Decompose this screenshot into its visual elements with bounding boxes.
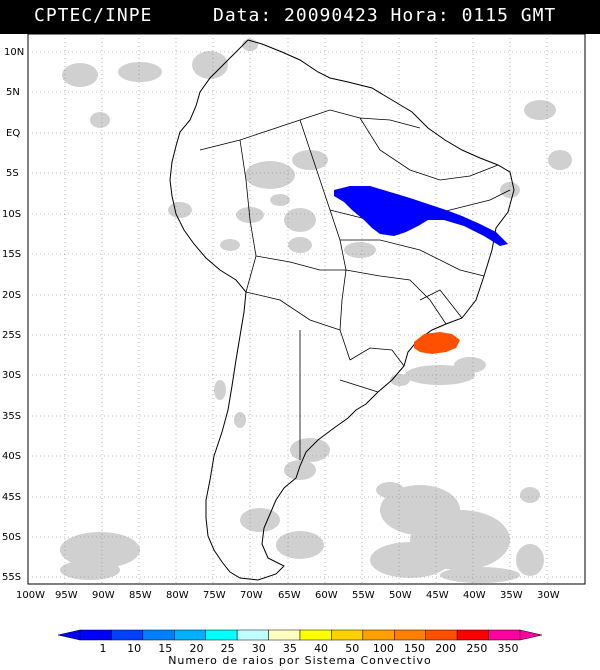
legend-value-label: 1 xyxy=(100,642,107,655)
legend-value-label: 250 xyxy=(466,642,487,655)
legend-swatch xyxy=(488,629,521,641)
legend-arrow-right xyxy=(519,629,543,641)
lon-label: 85W xyxy=(129,590,152,601)
country-borders xyxy=(199,109,511,460)
lon-label: 60W xyxy=(315,590,338,601)
legend-value-label: 30 xyxy=(252,642,266,655)
lon-label: 50W xyxy=(389,590,412,601)
legend-swatch xyxy=(79,629,112,641)
lat-label: 45S xyxy=(2,492,21,503)
legend-colorbar xyxy=(57,629,543,641)
legend-swatch xyxy=(174,629,206,641)
lon-label: 90W xyxy=(92,590,115,601)
legend-swatch xyxy=(331,629,364,641)
legend-value-labels: 1 10 15 20 25 30 35 40 50 100 150 200 250 350 xyxy=(100,642,519,655)
legend-swatch xyxy=(236,629,269,641)
continent-outline xyxy=(169,39,515,581)
source-label: CPTEC/INPE xyxy=(34,5,153,26)
map-frame xyxy=(27,33,586,585)
legend-swatch xyxy=(394,629,426,641)
legend-swatch xyxy=(425,629,458,641)
lon-label: 80W xyxy=(166,590,189,601)
legend-value-label: 100 xyxy=(373,642,394,655)
latitude-labels: 10N 5N EQ 5S 10S 15S 20S 25S 30S 35S 40S… xyxy=(2,47,24,583)
legend-value-label: 50 xyxy=(345,642,359,655)
legend-swatch xyxy=(456,629,489,641)
lon-label: 30W xyxy=(537,590,560,601)
legend-swatch xyxy=(111,629,144,641)
legend-swatch xyxy=(142,629,175,641)
lat-label: 10N xyxy=(4,47,24,58)
lon-label: 40W xyxy=(463,590,486,601)
legend-swatch xyxy=(362,629,395,641)
lat-label: 25S xyxy=(2,330,21,341)
lat-label: 55S xyxy=(2,572,21,583)
legend-arrow-left xyxy=(57,629,81,641)
lat-label: 30S xyxy=(2,370,21,381)
lat-label: 10S xyxy=(2,209,21,220)
lat-label: EQ xyxy=(6,128,20,139)
legend-value-label: 20 xyxy=(189,642,203,655)
datetime-label: Data: 20090423 Hora: 0115 GMT xyxy=(213,5,557,26)
lon-label: 65W xyxy=(278,590,301,601)
graticule xyxy=(28,34,585,584)
longitude-labels: 100W 95W 90W 85W 80W 75W 70W 65W 60W 55W… xyxy=(16,590,560,601)
legend-swatch xyxy=(299,629,332,641)
lon-label: 45W xyxy=(426,590,449,601)
lightning-system-blue xyxy=(334,186,508,246)
lon-label: 95W xyxy=(55,590,78,601)
legend-value-label: 350 xyxy=(498,642,519,655)
legend-value-label: 40 xyxy=(314,642,328,655)
lat-label: 40S xyxy=(2,451,21,462)
lon-label: 75W xyxy=(203,590,226,601)
lon-label: 100W xyxy=(16,590,45,601)
legend-value-label: 15 xyxy=(158,642,172,655)
legend-value-label: 150 xyxy=(404,642,425,655)
legend-title: Numero de raios por Sistema Convectivo xyxy=(168,654,432,667)
lat-label: 50S xyxy=(2,532,21,543)
lon-label: 70W xyxy=(240,590,263,601)
lon-label: 55W xyxy=(352,590,375,601)
legend-swatch xyxy=(205,629,238,641)
legend-value-label: 10 xyxy=(127,642,141,655)
legend-value-label: 25 xyxy=(221,642,235,655)
lightning-system-orange xyxy=(414,332,460,354)
lat-label: 5S xyxy=(6,168,19,179)
lat-label: 5N xyxy=(6,87,20,98)
legend-swatch xyxy=(268,629,301,641)
header-bar: CPTEC/INPE Data: 20090423 Hora: 0115 GMT xyxy=(0,0,600,34)
legend-value-label: 200 xyxy=(435,642,456,655)
lon-label: 35W xyxy=(500,590,523,601)
lat-label: 35S xyxy=(2,411,21,422)
lat-label: 15S xyxy=(2,249,21,260)
lat-label: 20S xyxy=(2,290,21,301)
legend-value-label: 35 xyxy=(283,642,297,655)
